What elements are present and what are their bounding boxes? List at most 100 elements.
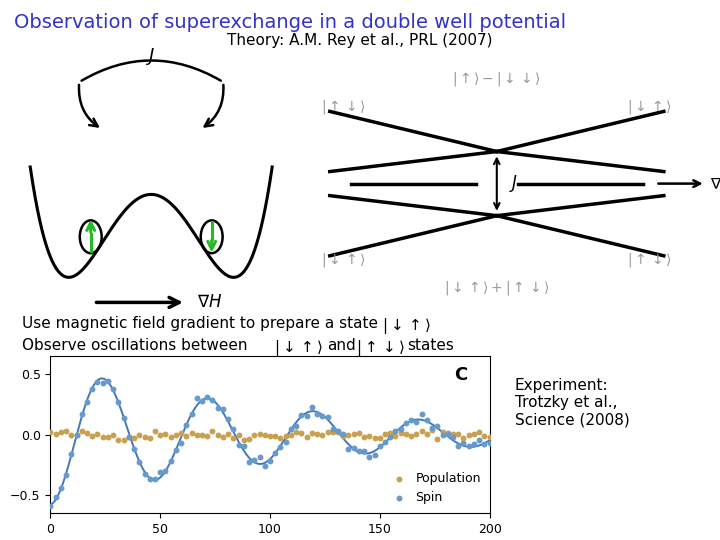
Spin [50, 492, 61, 501]
Spin [473, 435, 485, 444]
Population [369, 434, 380, 443]
Spin [458, 438, 469, 447]
Spin [207, 396, 218, 404]
Population [374, 434, 386, 443]
Spin [91, 377, 103, 386]
Population [426, 426, 438, 435]
Spin [338, 430, 349, 438]
Spin [181, 421, 192, 429]
Spin [479, 440, 490, 448]
Population [395, 429, 407, 437]
Population [390, 431, 401, 440]
Spin [327, 424, 338, 433]
Spin [160, 467, 171, 475]
Spin [369, 450, 380, 459]
Population [264, 431, 276, 440]
Population [253, 430, 265, 438]
Spin [285, 425, 297, 434]
Population [107, 431, 119, 440]
Spin [280, 438, 292, 447]
Spin [306, 402, 318, 411]
Population [91, 430, 103, 438]
Spin [81, 398, 93, 407]
Spin [217, 404, 229, 413]
Population [181, 431, 192, 440]
Population [112, 436, 124, 444]
Text: $|\downarrow\uparrow\rangle + |\uparrow\downarrow\rangle$: $|\downarrow\uparrow\rangle + |\uparrow\… [444, 279, 550, 297]
FancyArrowPatch shape [204, 85, 223, 126]
Spin [243, 457, 255, 466]
Population [447, 430, 459, 438]
Population [76, 427, 88, 435]
Spin [149, 475, 161, 483]
Population [228, 434, 239, 443]
Spin [311, 410, 323, 418]
Spin [379, 437, 391, 446]
Spin [222, 415, 234, 424]
Population [45, 428, 56, 437]
Population [322, 428, 333, 437]
Spin [468, 440, 480, 449]
Population [217, 433, 229, 442]
Population [410, 429, 422, 438]
Population [416, 427, 428, 435]
Population [405, 432, 417, 441]
Spin [248, 456, 260, 465]
Spin [275, 443, 287, 451]
Text: $\nabla H$: $\nabla H$ [197, 293, 222, 312]
Population [463, 430, 474, 439]
Population [233, 431, 244, 440]
Spin [45, 502, 56, 510]
Population [442, 429, 454, 437]
Population [139, 433, 150, 441]
Text: $|\uparrow\downarrow\rangle$: $|\uparrow\downarrow\rangle$ [356, 338, 405, 357]
Spin [66, 449, 77, 458]
Population [133, 430, 145, 439]
Population [437, 427, 449, 436]
Population [290, 427, 302, 436]
Spin [374, 441, 386, 450]
Population [359, 433, 370, 441]
Spin [191, 394, 202, 402]
Spin [301, 411, 312, 420]
Population [296, 429, 307, 437]
Population [81, 429, 93, 437]
Spin [269, 449, 281, 457]
Population [421, 430, 433, 438]
Text: Observation of superexchange in a double well potential: Observation of superexchange in a double… [14, 14, 567, 32]
Spin [76, 409, 88, 418]
Population [55, 428, 67, 436]
Legend: Population, Spin: Population, Spin [384, 469, 483, 507]
Spin [212, 404, 223, 413]
Population [343, 431, 354, 440]
Population [222, 429, 234, 438]
Population [154, 430, 166, 439]
Spin [202, 393, 213, 402]
Spin [416, 410, 428, 418]
Population [332, 428, 343, 436]
Text: states: states [407, 338, 454, 353]
Spin [395, 425, 407, 434]
Population [248, 431, 260, 440]
Spin [102, 377, 114, 386]
Population [144, 434, 156, 442]
Spin [264, 456, 276, 465]
Population [280, 431, 292, 440]
Population [338, 432, 349, 441]
Spin [296, 411, 307, 420]
Spin [463, 441, 474, 450]
FancyArrowPatch shape [81, 60, 221, 80]
Spin [442, 430, 454, 438]
Population [431, 435, 443, 443]
Population [384, 429, 396, 437]
Population [102, 433, 114, 441]
Spin [186, 409, 197, 418]
Population [191, 431, 202, 440]
Population [71, 430, 82, 439]
Text: Theory: A.M. Rey et al., PRL (2007): Theory: A.M. Rey et al., PRL (2007) [228, 33, 492, 49]
Text: Observe oscillations between: Observe oscillations between [22, 338, 247, 353]
Spin [154, 468, 166, 476]
Spin [71, 431, 82, 440]
Population [197, 430, 208, 439]
Population [97, 433, 109, 441]
